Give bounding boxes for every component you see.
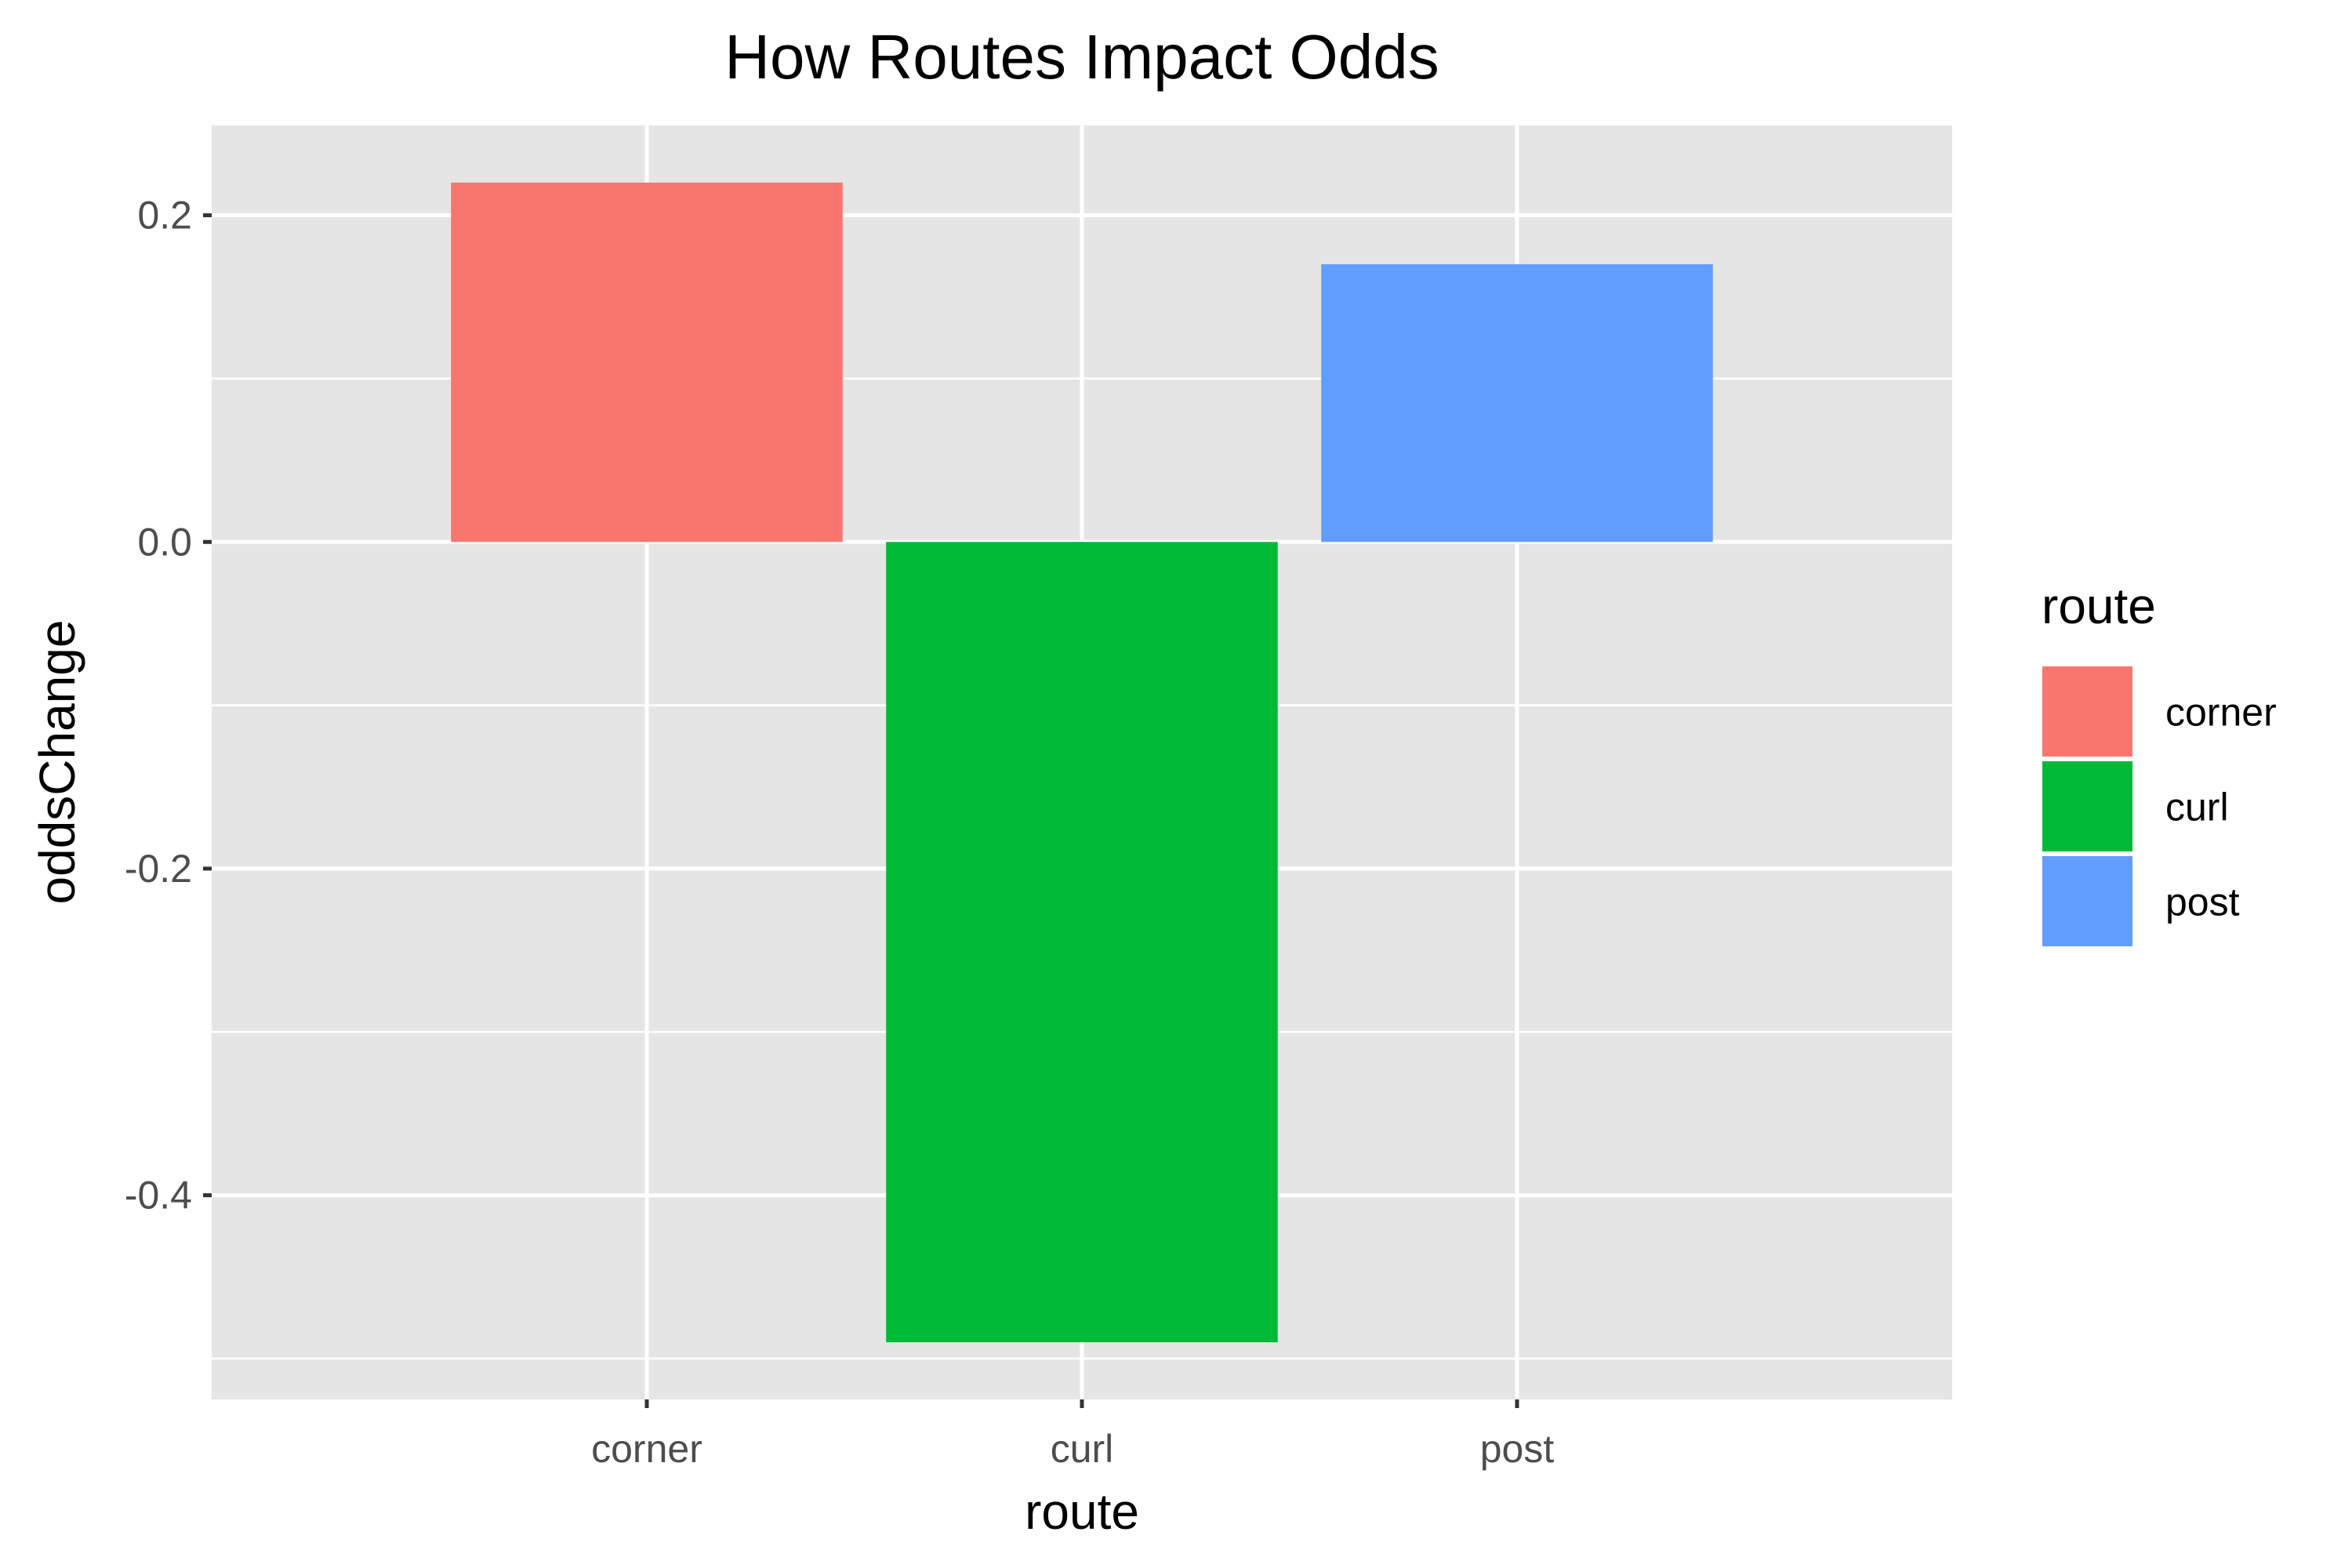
legend-key-post bbox=[2042, 856, 2132, 946]
y-tick-label: -0.4 bbox=[125, 1174, 192, 1218]
y-tick-label: 0.0 bbox=[137, 520, 192, 564]
legend-label: curl bbox=[2165, 786, 2229, 829]
bars bbox=[451, 182, 1713, 1343]
legend-title: route bbox=[2042, 578, 2156, 634]
y-axis: -0.4 -0.2 0.0 0.2 bbox=[125, 194, 212, 1218]
legend-key-curl bbox=[2042, 761, 2132, 851]
legend-items: corner curl post bbox=[2042, 666, 2277, 946]
y-tick-label: -0.2 bbox=[125, 847, 192, 891]
x-axis: corner curl post bbox=[591, 1399, 1554, 1471]
y-axis-title: oddsChange bbox=[29, 620, 85, 905]
x-tick-label: corner bbox=[591, 1427, 702, 1471]
legend-key-corner bbox=[2042, 666, 2132, 757]
y-tick-label: 0.2 bbox=[137, 194, 192, 238]
legend: route corner curl post bbox=[2042, 578, 2277, 946]
bar-corner bbox=[451, 182, 843, 543]
legend-label: post bbox=[2165, 880, 2240, 924]
bar-curl bbox=[886, 542, 1278, 1343]
x-axis-title: route bbox=[1025, 1483, 1139, 1540]
x-tick-label: curl bbox=[1051, 1427, 1114, 1471]
chart-title: How Routes Impact Odds bbox=[724, 22, 1439, 92]
bar-post bbox=[1321, 264, 1713, 543]
x-tick-label: post bbox=[1480, 1427, 1555, 1471]
legend-label: corner bbox=[2165, 691, 2277, 735]
